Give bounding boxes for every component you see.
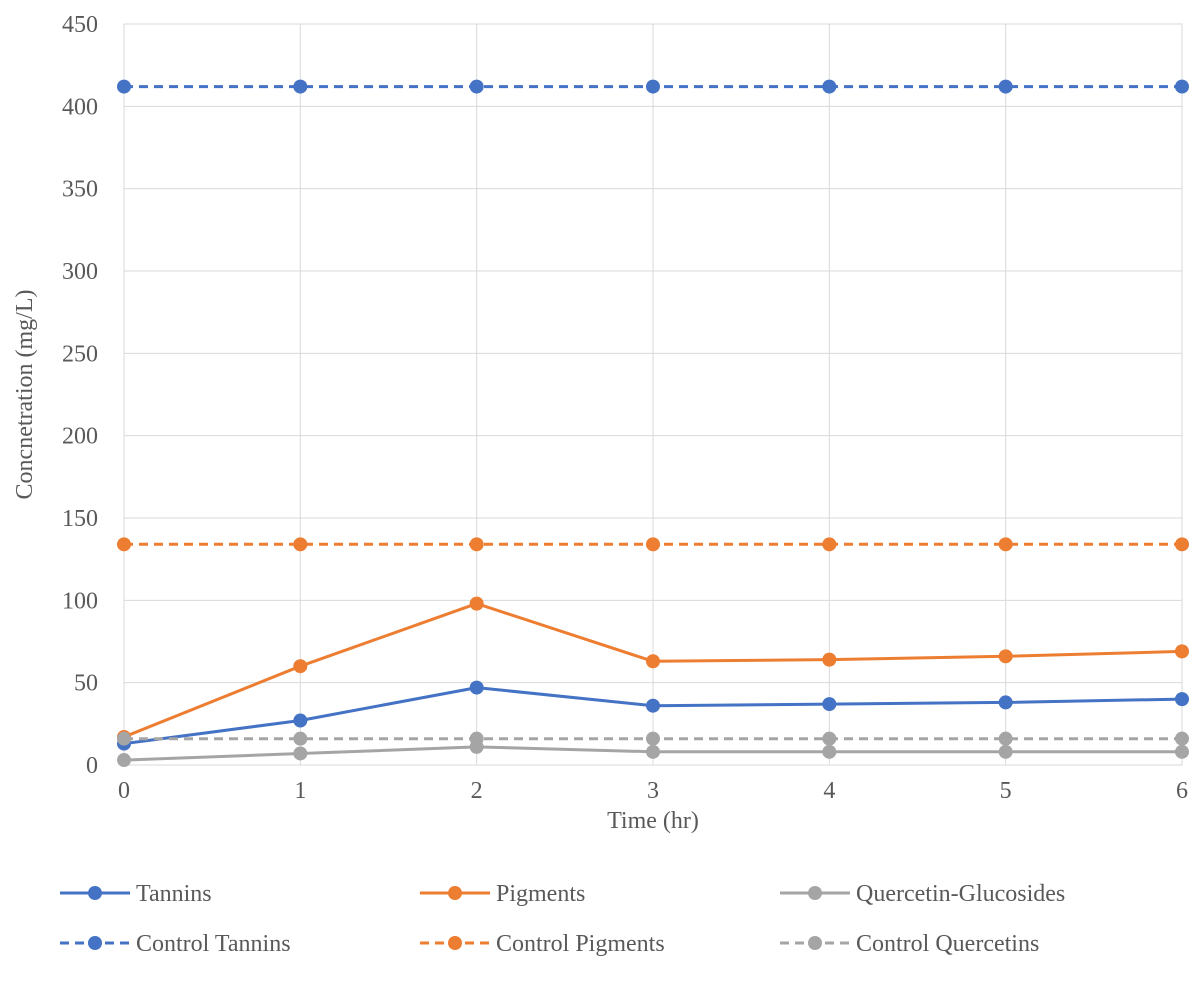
data-point: [117, 79, 131, 94]
legend-label: Control Quercetins: [856, 931, 1039, 957]
data-point: [822, 744, 837, 759]
legend-label: Quercetin-Glucosides: [856, 881, 1065, 907]
y-axis-label: Concnetration (mg/L): [12, 290, 38, 500]
legend-item: Control Pigments: [420, 931, 665, 957]
gridlines: [123, 23, 1183, 766]
data-point: [998, 731, 1013, 746]
legend-item: Tannins: [60, 881, 212, 907]
data-point: [117, 731, 131, 746]
data-point: [646, 537, 660, 552]
y-tick-label: 50: [74, 671, 98, 697]
data-point: [1175, 731, 1189, 746]
data-point: [1175, 537, 1189, 552]
legend-swatch-marker: [88, 886, 102, 900]
legend-label: Control Tannins: [136, 931, 291, 957]
legend-swatch-marker: [808, 936, 822, 950]
data-point: [646, 744, 660, 759]
data-point: [293, 713, 308, 728]
data-point: [469, 680, 484, 695]
data-point: [1175, 692, 1189, 707]
data-point: [822, 731, 837, 746]
series-control-tannins: [117, 79, 1189, 94]
data-point: [646, 698, 660, 713]
y-axis-ticks: 0 50 100 150 200 250 300 350 400 450: [62, 12, 98, 779]
data-point: [117, 753, 131, 768]
data-point: [646, 654, 660, 669]
legend: Tannins Pigments Quercetin-Glucosides Contr…: [60, 881, 1065, 957]
series-control-quercetins: [117, 731, 1189, 746]
data-point: [646, 731, 660, 746]
y-tick-label: 250: [62, 341, 98, 367]
data-point: [293, 746, 308, 761]
legend-label: Pigments: [496, 881, 585, 907]
legend-swatch-marker: [448, 886, 462, 900]
y-tick-label: 100: [62, 588, 98, 614]
data-point: [293, 659, 308, 674]
y-tick-label: 350: [62, 177, 98, 203]
x-tick-label: 0: [118, 778, 130, 804]
data-point: [1175, 644, 1189, 659]
data-point: [822, 697, 837, 712]
data-point: [1175, 744, 1189, 759]
legend-swatch-marker: [448, 936, 462, 950]
y-tick-label: 400: [62, 94, 98, 120]
legend-item: Quercetin-Glucosides: [780, 881, 1065, 907]
y-tick-label: 300: [62, 259, 98, 285]
y-tick-label: 150: [62, 506, 98, 532]
data-point: [293, 731, 308, 746]
legend-swatch-marker: [88, 936, 102, 950]
data-point: [822, 537, 837, 552]
data-point: [469, 537, 484, 552]
x-tick-label: 1: [294, 778, 306, 804]
x-tick-label: 3: [647, 778, 659, 804]
data-point: [293, 79, 308, 94]
data-point: [822, 652, 837, 667]
series-control-pigments: [117, 537, 1189, 552]
legend-swatch-marker: [808, 886, 822, 900]
legend-label: Tannins: [136, 881, 212, 907]
x-tick-label: 5: [1000, 778, 1012, 804]
data-point: [117, 537, 131, 552]
y-tick-label: 200: [62, 424, 98, 450]
data-point: [998, 744, 1013, 759]
data-point: [469, 596, 484, 611]
legend-item: Control Tannins: [60, 931, 291, 957]
data-point: [469, 731, 484, 746]
data-point: [998, 695, 1013, 710]
y-tick-label: 450: [62, 12, 98, 38]
x-axis-label: Time (hr): [607, 808, 699, 834]
data-point: [998, 537, 1013, 552]
x-tick-label: 6: [1176, 778, 1188, 804]
x-tick-label: 4: [823, 778, 835, 804]
data-point: [469, 79, 484, 94]
data-point: [646, 79, 660, 94]
y-tick-label: 0: [86, 753, 98, 779]
legend-label: Control Pigments: [496, 931, 665, 957]
x-tick-label: 2: [471, 778, 483, 804]
x-axis-ticks: 0 1 2 3 4 5 6: [118, 778, 1188, 804]
data-point: [998, 79, 1013, 94]
series-group: [117, 79, 1189, 768]
data-point: [293, 537, 308, 552]
data-point: [998, 649, 1013, 664]
data-point: [822, 79, 837, 94]
legend-item: Pigments: [420, 881, 585, 907]
data-point: [1175, 79, 1189, 94]
legend-item: Control Quercetins: [780, 931, 1039, 957]
